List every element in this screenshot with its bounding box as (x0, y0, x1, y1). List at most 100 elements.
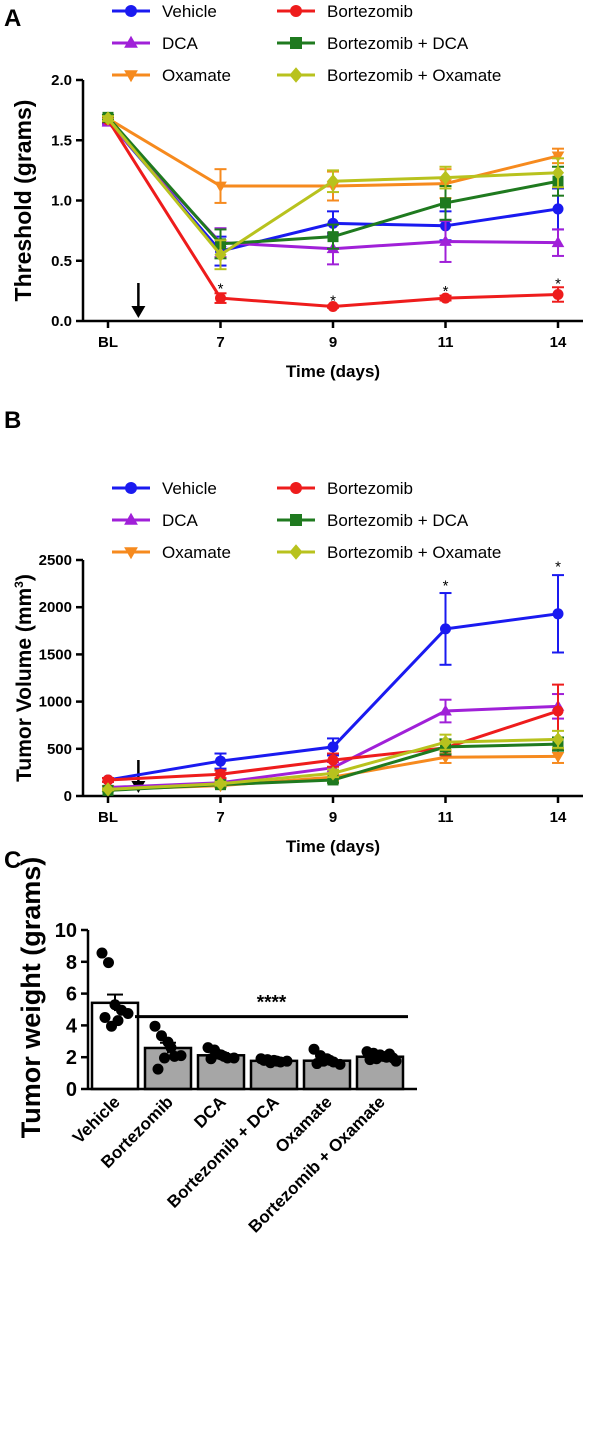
data-point-bortezomib (215, 768, 226, 780)
data-point-dca (439, 234, 452, 246)
y-tick-label: 0.5 (51, 253, 72, 270)
legend-label-bortezomib-dca: Bortezomib + DCA (327, 34, 469, 53)
legend-marker-vehicle (125, 5, 137, 17)
data-point-bortezomib-oxamate (214, 247, 227, 262)
data-point-bortezomib (149, 1020, 161, 1032)
y-axis-title: Tumor weight (grams) (16, 857, 46, 1139)
x-tick-label: 9 (329, 334, 337, 351)
panel-c-letter: C (4, 847, 21, 874)
x-tick-label: 9 (329, 809, 337, 826)
x-tick-label: BL (98, 809, 118, 826)
legend-label-oxamate: Oxamate (162, 543, 231, 562)
x-tick-label: 7 (216, 334, 224, 351)
data-point-bortezomib-oxamate (326, 766, 340, 781)
data-point-oxamate (214, 181, 227, 193)
data-point-oxamate (334, 1058, 346, 1070)
panel-a: A Vehicle DCA Oxamate Bortezomib Bortezomib … (4, 2, 583, 381)
x-tick-label: 11 (438, 809, 454, 826)
data-point-oxamate (324, 1054, 336, 1066)
significance-star: * (555, 276, 561, 293)
data-point-bortezomib (165, 1042, 177, 1054)
data-point-vehicle (99, 1011, 111, 1023)
significance-star: * (555, 559, 561, 576)
data-point-vehicle (122, 1007, 134, 1019)
panel-b-letter: B (4, 407, 21, 434)
y-tick-label: 0 (64, 788, 72, 805)
data-point-vehicle (552, 203, 564, 215)
data-point-bortezomib-oxamate (439, 170, 452, 185)
data-point-bortezomib (327, 754, 339, 766)
legend-label-bortezomib-oxamate: Bortezomib + Oxamate (327, 66, 501, 85)
series-bortezomib-oxamate (101, 111, 565, 271)
y-axis-title-sup: 3 (12, 581, 26, 588)
y-tick-label: 2.0 (51, 72, 72, 89)
arrow-marker-head (131, 306, 146, 318)
legend-marker-bortezomib-dca (290, 514, 302, 526)
y-axis-title-text: Tumor Volume (mm (13, 588, 36, 782)
data-point-vehicle (327, 741, 339, 753)
data-point-dca (551, 236, 565, 248)
legend-label-dca: DCA (162, 511, 199, 530)
arrow-marker (131, 283, 146, 318)
data-point-oxamate (551, 151, 565, 163)
data-point-vehicle (103, 957, 114, 969)
y-tick-label: 0 (66, 1079, 77, 1101)
significance-star: * (218, 280, 224, 297)
data-point-bortezomib (159, 1052, 170, 1064)
data-point-bortezomib-dca (281, 1055, 293, 1067)
y-tick-label: 2000 (39, 599, 72, 616)
data-point-bortezomib-oxamate (214, 776, 227, 791)
x-tick-label: 11 (438, 334, 454, 351)
legend-marker-bortezomib-oxamate (289, 544, 303, 560)
legend-marker-bortezomib-oxamate (289, 67, 303, 83)
data-point-bortezomib (175, 1050, 187, 1062)
legend-marker-oxamate (124, 547, 138, 560)
data-point-bortezomib (102, 774, 114, 786)
y-axis-title-text: Threshold (grams) (10, 100, 36, 302)
data-point-bortezomib-dca (271, 1055, 283, 1067)
legend-label-bortezomib: Bortezomib (327, 2, 413, 21)
data-point-bortezomib-oxamate (390, 1055, 402, 1067)
y-tick-label: 10 (55, 920, 77, 942)
y-tick-label: 1.5 (51, 132, 72, 149)
y-axis-title: Tumor Volume (mm3) (12, 574, 36, 782)
legend-marker-bortezomib (290, 482, 302, 494)
y-tick-label: 1500 (39, 646, 72, 663)
legend-marker-dca (124, 512, 138, 525)
legend-label-dca: DCA (162, 34, 199, 53)
legend-label-vehicle: Vehicle (162, 2, 217, 21)
x-tick-label-dca: DCA (190, 1092, 229, 1131)
data-point-bortezomib-oxamate (101, 782, 115, 797)
x-tick-label: BL (98, 334, 118, 351)
y-tick-label: 8 (66, 952, 77, 974)
data-point-vehicle (327, 217, 339, 229)
data-point-bortezomib (552, 705, 564, 717)
legend-label-bortezomib-oxamate: Bortezomib + Oxamate (327, 543, 501, 562)
legend-panel-a: Vehicle DCA Oxamate Bortezomib Bortezomib + … (112, 2, 501, 85)
significance-star: * (330, 293, 336, 310)
panel-a-letter: A (4, 5, 21, 32)
data-point-dca (228, 1052, 240, 1064)
data-point-bortezomib-dca (440, 197, 451, 209)
x-tick-label: 14 (550, 334, 567, 351)
x-tick-label: 14 (550, 809, 567, 826)
data-point-bortezomib-oxamate (551, 165, 565, 180)
y-axis-title-end: ) (13, 574, 36, 581)
data-point-vehicle (215, 755, 226, 767)
data-point-dca (439, 704, 452, 716)
data-point-bortezomib (440, 292, 451, 304)
y-tick-label: 500 (47, 741, 72, 758)
legend-label-oxamate: Oxamate (162, 66, 231, 85)
legend-label-bortezomib: Bortezomib (327, 479, 413, 498)
data-point-bortezomib (552, 288, 564, 300)
series-bortezomib-oxamate (101, 729, 565, 797)
data-point-bortezomib-oxamate (101, 111, 115, 126)
data-point-bortezomib-oxamate (384, 1048, 395, 1060)
data-point-bortezomib (152, 1063, 164, 1075)
data-point-bortezomib-oxamate (326, 174, 340, 189)
data-point-bortezomib (215, 292, 226, 304)
y-axis-title: Threshold (grams) (10, 100, 36, 302)
data-point-bortezomib-oxamate (439, 735, 452, 750)
legend-label-bortezomib-dca: Bortezomib + DCA (327, 511, 469, 530)
